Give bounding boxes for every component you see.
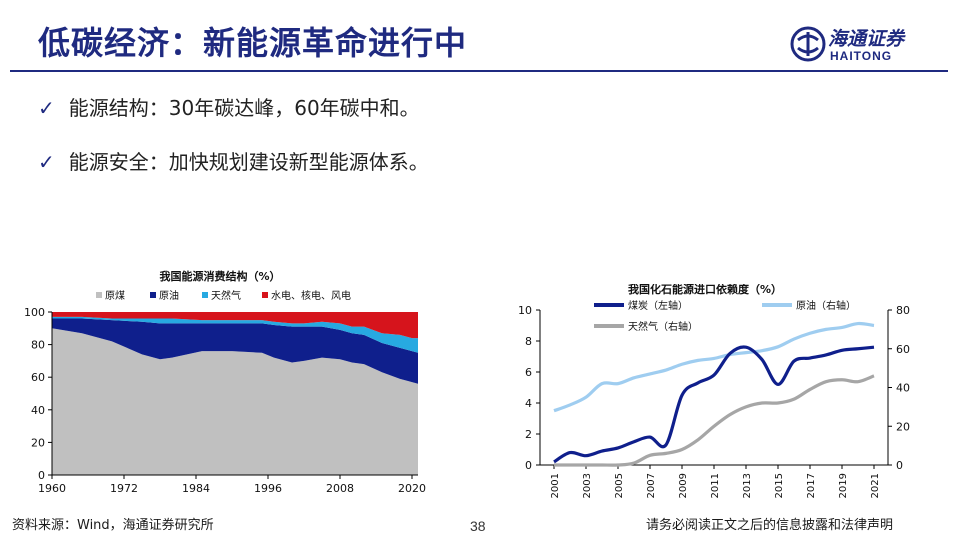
page-title: 低碳经济：新能源革命进行中 — [38, 24, 468, 62]
x-tick-label: 2021 — [870, 473, 881, 498]
logo-english-text: HAITONG — [830, 49, 893, 63]
x-tick-label: 2009 — [678, 473, 689, 498]
bullet-energy-security: ✓ 能源安全：加快规划建设新型能源体系。 — [38, 146, 429, 175]
x-tick-label: 2015 — [774, 473, 785, 498]
area-series-1 — [52, 318, 418, 384]
x-tick-label: 2008 — [326, 482, 354, 495]
x-tick-label: 2007 — [646, 473, 657, 498]
chart-title: 我国能源消费结构（%） — [159, 269, 280, 283]
line-series-2 — [553, 374, 875, 467]
y-tick-label: 60 — [31, 371, 45, 384]
right-y-tick-label: 40 — [896, 382, 910, 395]
left-y-tick-label: 10 — [518, 304, 532, 317]
chart-title: 我国化石能源进口依赖度（%） — [628, 284, 782, 296]
left-y-tick-label: 8 — [525, 335, 532, 348]
x-tick-label: 2013 — [742, 473, 753, 498]
right-y-tick-label: 80 — [896, 304, 910, 317]
legend-swatch-3 — [262, 292, 268, 298]
left-y-tick-label: 0 — [525, 459, 532, 472]
y-tick-label: 100 — [24, 306, 45, 319]
x-tick-label: 1972 — [110, 482, 138, 495]
y-tick-label: 0 — [38, 469, 45, 482]
x-tick-label: 2005 — [614, 473, 625, 498]
right-y-tick-label: 60 — [896, 343, 910, 356]
line-series-0 — [553, 345, 875, 464]
page-number: 38 — [470, 518, 486, 534]
area-series-3 — [52, 312, 418, 339]
x-tick-label: 1996 — [254, 482, 282, 495]
y-tick-label: 20 — [31, 436, 45, 449]
source-note: 资料来源：Wind，海通证券研究所 — [12, 518, 214, 533]
bullet-text: 能源结构：30年碳达峰，60年碳中和。 — [68, 96, 420, 120]
legend-label-0: 煤炭（左轴） — [628, 299, 688, 312]
y-tick-label: 40 — [31, 404, 45, 417]
import-dependency-chart: 我国化石能源进口依赖度（%） 煤炭（左轴） 原油（右轴） 天然气（右轴） 0 2 4 6 8 10… — [518, 284, 910, 498]
legend-swatch-0 — [96, 292, 102, 298]
disclaimer: 请务必阅读正文之后的信息披露和法律声明 — [646, 518, 894, 533]
x-tick-label: 2003 — [582, 473, 593, 498]
x-tick-label: 2001 — [550, 473, 561, 498]
x-tick-label: 1960 — [38, 482, 66, 495]
legend-swatch-2 — [202, 292, 208, 298]
x-tick-label: 1984 — [182, 482, 210, 495]
haitong-logo: 海通证券 HAITONG — [790, 24, 940, 66]
checkmark-icon: ✓ — [38, 96, 55, 120]
energy-consumption-structure-chart: 我国能源消费结构（%） 原煤 原油 天然气 水电、核电、风电 0 20 40 60 80 100 19… — [24, 269, 426, 495]
bullet-energy-structure: ✓ 能源结构：30年碳达峰，60年碳中和。 — [38, 92, 420, 121]
bullet-text: 能源安全：加快规划建设新型能源体系。 — [68, 150, 429, 174]
left-y-tick-label: 6 — [525, 366, 532, 379]
legend-label-1: 原油（右轴） — [796, 299, 856, 312]
legend-label-0: 原煤 — [105, 289, 125, 302]
checkmark-icon: ✓ — [38, 150, 55, 174]
left-y-tick-label: 2 — [525, 428, 532, 441]
legend-label-3: 水电、核电、风电 — [271, 289, 351, 302]
header-divider — [10, 70, 948, 72]
legend-swatch-1 — [150, 292, 156, 298]
logo-chinese-text: 海通证券 — [828, 28, 905, 50]
right-y-tick-label: 0 — [896, 459, 903, 472]
x-tick-label: 2020 — [398, 482, 426, 495]
x-tick-label: 2019 — [838, 473, 849, 498]
y-tick-label: 80 — [31, 339, 45, 352]
left-y-tick-label: 4 — [525, 397, 532, 410]
legend-label-1: 原油 — [159, 289, 179, 302]
area-series-0 — [52, 328, 418, 475]
line-series-1 — [553, 321, 875, 413]
haitong-logo-icon — [790, 26, 826, 62]
x-tick-label: 2017 — [806, 473, 817, 498]
x-tick-label: 2011 — [710, 473, 721, 498]
right-y-tick-label: 20 — [896, 420, 910, 433]
legend-label-2: 天然气（右轴） — [628, 320, 698, 333]
area-series-2 — [52, 316, 418, 353]
legend-label-2: 天然气 — [211, 289, 241, 302]
